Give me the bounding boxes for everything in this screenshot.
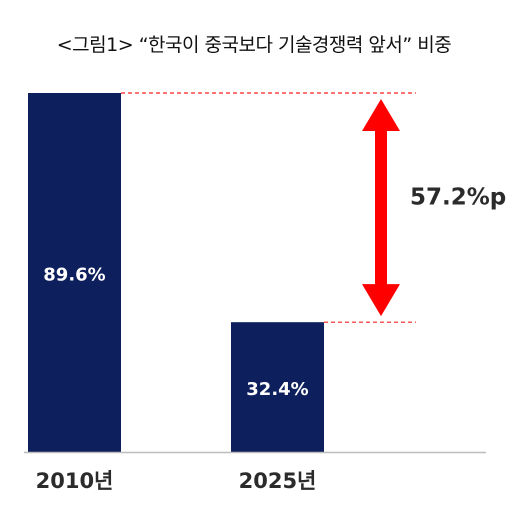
bar-0: [28, 93, 121, 452]
category-label-1: 2025년: [239, 469, 317, 493]
bar-1: [231, 322, 324, 452]
bar-value-label-1: 32.4%: [246, 379, 308, 400]
difference-label: 57.2%p: [410, 185, 506, 211]
difference-arrow: [362, 99, 400, 317]
chart-title: <그림1> “한국이 중국보다 기술경쟁력 앞서” 비중: [56, 34, 452, 56]
bar-value-label-0: 89.6%: [43, 265, 105, 286]
category-label-0: 2010년: [36, 469, 114, 493]
